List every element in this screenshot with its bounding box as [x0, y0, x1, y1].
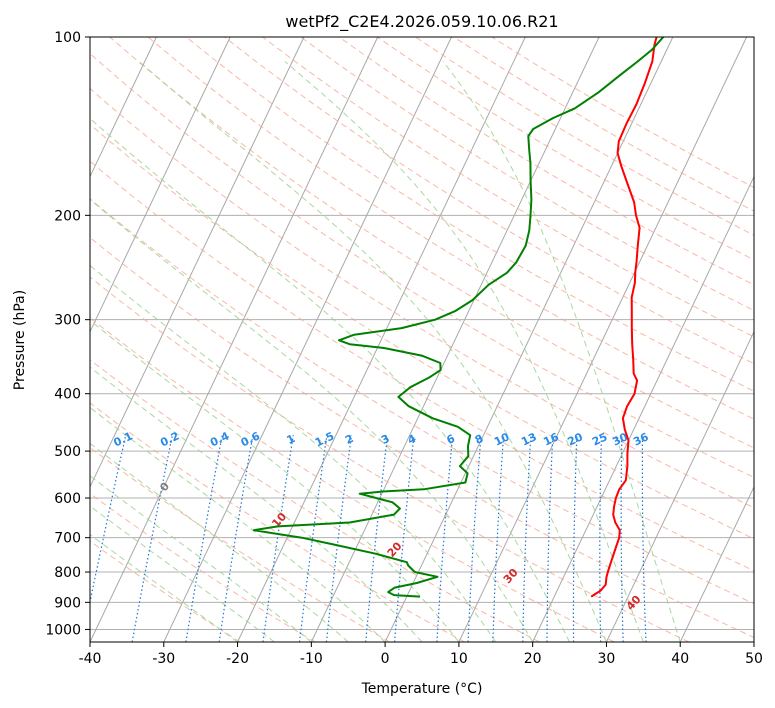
dry-adiabat-line [90, 359, 540, 642]
x-tick-label: -20 [226, 651, 249, 667]
y-tick-label: 200 [54, 208, 81, 224]
isotherm-line [90, 37, 305, 489]
moist-adiabat-line [90, 533, 238, 642]
isotherm-line [163, 37, 452, 642]
isotherm-line [753, 640, 754, 642]
dry-adiabat-line [300, 37, 754, 312]
x-tick-label: -40 [79, 651, 102, 667]
mixing-ratio-label: 10 [492, 430, 512, 448]
plot-background [90, 37, 754, 642]
moist-adiabat-line [90, 319, 460, 642]
mixing-ratio-line [90, 435, 127, 605]
y-tick-label: 900 [54, 595, 81, 611]
mixing-ratio-line [522, 435, 532, 642]
dry-adiabat-line [90, 446, 391, 642]
mixing-ratio-label: 30 [611, 430, 631, 448]
dry-adiabat-line [90, 402, 465, 642]
y-axis-ticks: 100 200 300 400 500 600 700 800 900 1000 [45, 30, 90, 638]
y-tick-label: 100 [54, 30, 81, 46]
mixing-ratio-line [185, 435, 223, 642]
x-tick-label: 20 [524, 651, 542, 667]
isotherm-line [679, 485, 754, 642]
mixing-ratio-line [436, 435, 454, 642]
mixing-ratio-line [620, 435, 624, 642]
mixing-ratio-line [641, 435, 647, 642]
y-tick-label: 400 [54, 387, 81, 403]
mixing-ratio-label: 20 [566, 430, 586, 448]
dry-adiabat-line [90, 317, 615, 642]
mixing-ratio-label: 36 [631, 430, 651, 448]
mixing-ratio-line [131, 435, 173, 642]
isotherm-line [90, 37, 157, 178]
x-tick-label: -30 [152, 651, 175, 667]
background-lines [0, 37, 754, 642]
dry-adiabat-line [90, 236, 754, 639]
x-tick-label: -10 [300, 651, 323, 667]
mixing-ratio-label: 16 [541, 430, 561, 448]
y-tick-label: 300 [54, 313, 81, 329]
mixing-ratio-line [262, 435, 294, 642]
y-tick-label: 600 [54, 491, 81, 507]
isotherm-line [384, 37, 674, 642]
dry-adiabat-line [90, 198, 754, 605]
mixing-ratio-label: 25 [590, 430, 609, 448]
mixing-ratio-line [365, 435, 389, 642]
chart-title: wetPf2_C2E4.2026.059.10.06.R21 [285, 12, 558, 32]
x-tick-label: 10 [450, 651, 468, 667]
y-tick-label: 700 [54, 531, 81, 547]
x-axis-label: Temperature (°C) [361, 681, 483, 697]
isotherm-line [310, 37, 600, 642]
y-tick-label: 1000 [45, 622, 81, 638]
dewpoint-profile-line [252, 37, 665, 598]
x-tick-label: 40 [671, 651, 689, 667]
mixing-ratio-line [467, 435, 482, 642]
mixing-ratio-line [299, 435, 328, 642]
moist-adiabat-line [90, 264, 497, 642]
dry-adiabat-line [90, 492, 316, 642]
mixing-ratio-line [394, 435, 415, 642]
moist-adiabat-line [90, 406, 386, 642]
moist-adiabat-line [138, 61, 607, 642]
y-tick-label: 800 [54, 565, 81, 581]
mixing-ratio-line [325, 435, 353, 642]
isotherm-line [458, 37, 748, 642]
mixing-ratio-label: 13 [519, 430, 538, 448]
x-tick-label: 30 [598, 651, 616, 667]
dry-adiabat-line [90, 123, 754, 540]
dry-adiabat-line [90, 276, 690, 642]
isotherm-line [532, 175, 754, 642]
y-axis-label: Pressure (hPa) [12, 290, 28, 390]
x-axis-ticks: -40 -30 -20 -10 0 10 20 30 40 50 [79, 642, 763, 667]
y-tick-label: 500 [54, 444, 81, 460]
isotherm-line [237, 37, 526, 642]
temperature-profile-line [590, 37, 658, 598]
dry-adiabat-line [90, 87, 754, 509]
mixing-ratio-line [599, 435, 603, 642]
plot-frame [89, 36, 755, 643]
moist-adiabat-line [90, 442, 349, 642]
profiles [252, 37, 665, 598]
mixing-ratio-line [492, 435, 505, 642]
dry-adiabat-line [185, 37, 754, 392]
moist-adiabat-line [90, 475, 312, 642]
moist-adiabat-line [90, 117, 571, 642]
moist-adiabat-line [284, 61, 644, 642]
dry-adiabat-line [338, 37, 754, 286]
isotherm-line [90, 37, 231, 333]
x-tick-label: 50 [745, 651, 763, 667]
moist-adiabat-line [442, 61, 681, 642]
mixing-ratio-line [546, 435, 554, 642]
isotherm-line [605, 330, 754, 642]
isotherm-line [90, 37, 379, 642]
mixing-ratio-line [572, 435, 578, 642]
x-tick-label: 0 [381, 651, 390, 667]
isotherm-line [0, 37, 9, 642]
mixing-ratio-line [218, 435, 254, 642]
